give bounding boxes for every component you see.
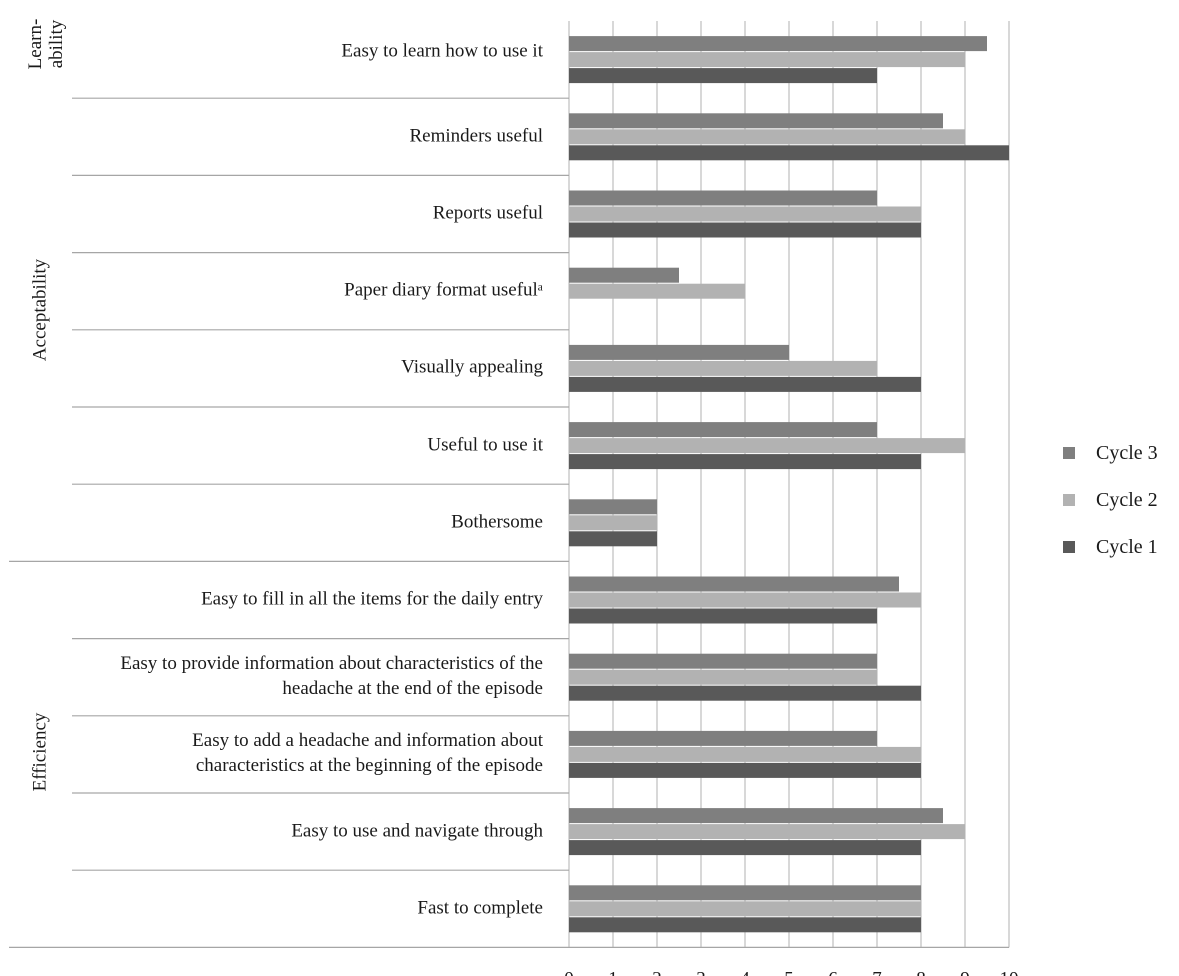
- category-label: Easy to add a headache and information a…: [192, 728, 543, 778]
- bar-cycle-3: [569, 576, 899, 592]
- category-label-line: headache at the end of the episode: [282, 678, 543, 700]
- group-label-line: Learn-: [25, 18, 46, 70]
- legend-label: Cycle 3: [1096, 442, 1158, 464]
- bar-cycle-1: [569, 222, 921, 238]
- bar-cycle-3: [569, 422, 877, 438]
- group-label-line: Acceptability: [29, 258, 51, 362]
- bar-cycle-2: [569, 52, 965, 68]
- group-label: Acceptability: [30, 259, 51, 361]
- bar-cycle-2: [569, 360, 877, 376]
- category-label-line: Easy to learn how to use it: [341, 40, 543, 62]
- legend-label: Cycle 2: [1096, 489, 1158, 511]
- bar-cycle-1: [569, 376, 921, 392]
- category-label: Easy to use and navigate through: [291, 818, 543, 843]
- x-tick-label: 5: [784, 968, 794, 976]
- category-label: Reminders useful: [409, 123, 543, 148]
- x-tick-label: 4: [740, 968, 750, 976]
- category-label-line: Useful to use it: [427, 434, 543, 456]
- category-label-line: characteristics at the beginning of the …: [195, 755, 543, 777]
- category-label-line: Easy to add a headache and information a…: [192, 730, 543, 752]
- bar-cycle-3: [569, 730, 877, 746]
- bar-cycle-2: [569, 901, 921, 917]
- bar-cycle-3: [569, 808, 943, 824]
- category-label-line: Reminders useful: [409, 125, 543, 147]
- category-label: Bothersome: [451, 509, 543, 534]
- bar-cycle-1: [569, 531, 657, 547]
- legend-swatch: [1063, 494, 1075, 506]
- bar-cycle-3: [569, 499, 657, 515]
- bar-cycle-1: [569, 840, 921, 856]
- bar-cycle-3: [569, 190, 877, 206]
- category-label-line: Easy to fill in all the items for the da…: [201, 588, 543, 610]
- group-label: Learn-ability: [25, 19, 67, 70]
- x-tick-label: 6: [828, 968, 838, 976]
- bar-cycle-2: [569, 438, 965, 454]
- bar-cycle-3: [569, 113, 943, 129]
- bar-cycle-2: [569, 206, 921, 222]
- bar-cycle-3: [569, 267, 679, 283]
- category-label: Easy to fill in all the items for the da…: [201, 587, 543, 612]
- bar-cycle-2: [569, 129, 965, 145]
- group-label-line: ability: [46, 19, 67, 69]
- legend-swatch: [1063, 447, 1075, 459]
- category-label: Useful to use it: [427, 432, 543, 457]
- legend-item: Cycle 1: [1063, 535, 1179, 559]
- x-tick-label: 10: [1000, 968, 1019, 976]
- bar-cycle-2: [569, 592, 921, 608]
- category-label-line: Visually appealing: [401, 356, 543, 378]
- bar-cycle-1: [569, 608, 877, 624]
- category-label-line: Easy to use and navigate through: [291, 820, 543, 842]
- bar-cycle-3: [569, 344, 789, 360]
- category-label: Easy to learn how to use it: [341, 38, 543, 63]
- category-label: Fast to complete: [417, 895, 543, 920]
- legend-item: Cycle 3: [1063, 441, 1179, 465]
- bar-cycle-1: [569, 145, 1009, 161]
- bar-cycle-2: [569, 746, 921, 762]
- bar-cycle-1: [569, 762, 921, 778]
- bar-cycle-2: [569, 515, 657, 531]
- category-label: Reports useful: [433, 201, 543, 226]
- x-tick-label: 3: [696, 968, 706, 976]
- bar-cycle-1: [569, 68, 877, 84]
- bar-cycle-1: [569, 917, 921, 933]
- bar-cycle-2: [569, 283, 745, 299]
- group-label-line: Efficiency: [29, 712, 51, 792]
- category-label-line: Reports useful: [432, 202, 543, 224]
- bar-cycle-2: [569, 824, 965, 840]
- group-label: Efficiency: [30, 713, 51, 792]
- category-label-line: Easy to provide information about charac…: [120, 653, 543, 675]
- legend-label: Cycle 1: [1096, 536, 1158, 558]
- bar-cycle-3: [569, 36, 987, 52]
- x-tick-label: 0: [564, 968, 574, 976]
- category-label: Easy to provide information about charac…: [120, 651, 543, 701]
- bar-cycle-3: [569, 653, 877, 669]
- bar-cycle-3: [569, 885, 921, 901]
- category-label-line: Bothersome: [451, 511, 543, 533]
- bar-cycle-2: [569, 669, 877, 685]
- x-tick-label: 7: [872, 968, 882, 976]
- category-label-line: Fast to complete: [417, 897, 543, 919]
- category-label-line: Paper diary format usefulᵃ: [344, 279, 543, 301]
- x-tick-label: 2: [652, 968, 662, 976]
- bar-cycle-1: [569, 454, 921, 470]
- legend-item: Cycle 2: [1063, 488, 1179, 512]
- legend-swatch: [1063, 541, 1075, 553]
- x-tick-label: 9: [960, 968, 970, 976]
- x-tick-label: 8: [916, 968, 926, 976]
- category-label: Paper diary format usefulᵃ: [344, 278, 543, 303]
- x-tick-label: 1: [608, 968, 618, 976]
- category-label: Visually appealing: [401, 355, 543, 380]
- bar-cycle-1: [569, 685, 921, 701]
